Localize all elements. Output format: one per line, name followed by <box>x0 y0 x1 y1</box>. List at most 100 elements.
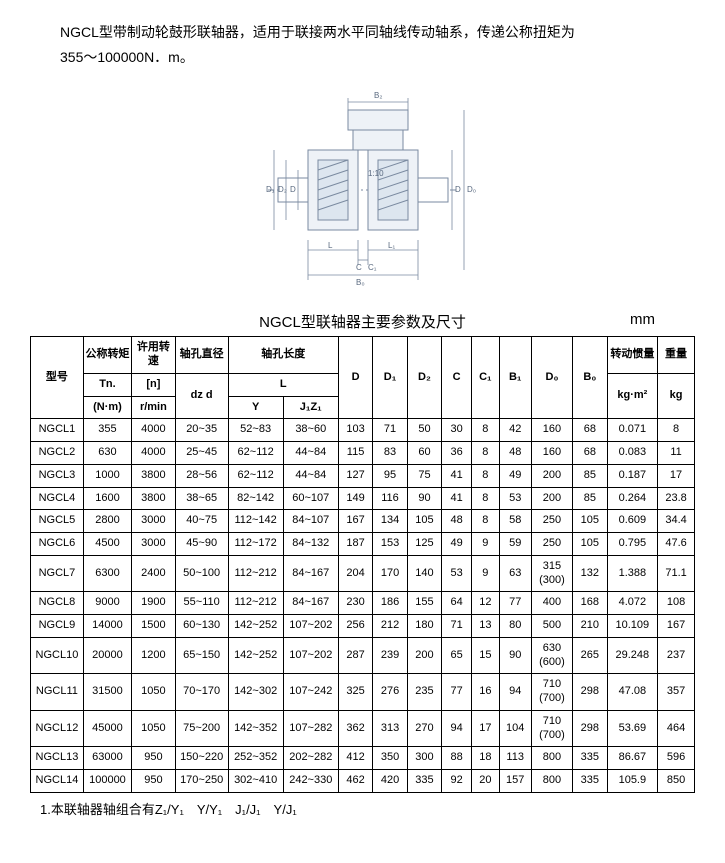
table-row: NGCL1355400020~3552~8338~601037150308421… <box>31 419 695 442</box>
cell-inertia: 29.248 <box>607 637 658 674</box>
table-body: NGCL1355400020~3552~8338~601037150308421… <box>31 419 695 793</box>
table-row: NGCL2630400025~4562~11244~84115836036848… <box>31 442 695 465</box>
cell-n: 950 <box>132 770 176 793</box>
cell-C: 41 <box>442 487 472 510</box>
cell-C: 71 <box>442 615 472 638</box>
cell-weight: 8 <box>658 419 695 442</box>
cell-inertia: 1.388 <box>607 555 658 592</box>
cell-B1: 63 <box>499 555 531 592</box>
cell-C: 88 <box>442 747 472 770</box>
cell-n: 3000 <box>132 533 176 556</box>
cell-weight: 23.8 <box>658 487 695 510</box>
cell-tn: 20000 <box>83 637 131 674</box>
cell-D2: 105 <box>407 510 441 533</box>
table-head: 型号 公称转矩 许用转速 轴孔直径 轴孔长度 D D₁ D₂ C C₁ B₁ D… <box>31 337 695 419</box>
cell-tn: 31500 <box>83 674 131 711</box>
cell-tn: 1600 <box>83 487 131 510</box>
cell-Y: 112~212 <box>228 592 283 615</box>
cell-D0: 500 <box>531 615 572 638</box>
cell-B0: 85 <box>573 464 607 487</box>
cell-B1: 80 <box>499 615 531 638</box>
cell-C1: 9 <box>472 555 500 592</box>
cell-J1Z1: 84~167 <box>283 555 338 592</box>
cell-B0: 132 <box>573 555 607 592</box>
cell-weight: 357 <box>658 674 695 711</box>
cell-J1Z1: 107~282 <box>283 710 338 747</box>
cell-D: 167 <box>338 510 372 533</box>
cell-B1: 113 <box>499 747 531 770</box>
cell-n: 3800 <box>132 464 176 487</box>
th-allow-speed: 许用转速 <box>132 337 176 374</box>
cell-tn: 1000 <box>83 464 131 487</box>
cell-dzd: 40~75 <box>175 510 228 533</box>
cell-C: 30 <box>442 419 472 442</box>
cell-B1: 48 <box>499 442 531 465</box>
cell-model: NGCL6 <box>31 533 84 556</box>
cell-D1: 71 <box>373 419 407 442</box>
cell-model: NGCL8 <box>31 592 84 615</box>
cell-inertia: 10.109 <box>607 615 658 638</box>
cell-Y: 142~302 <box>228 674 283 711</box>
th-C1: C₁ <box>472 337 500 419</box>
cell-n: 1500 <box>132 615 176 638</box>
cell-D2: 180 <box>407 615 441 638</box>
cell-Y: 142~252 <box>228 637 283 674</box>
cell-D2: 300 <box>407 747 441 770</box>
cell-D0: 710(700) <box>531 710 572 747</box>
th-model: 型号 <box>31 337 84 419</box>
cell-tn: 14000 <box>83 615 131 638</box>
cell-weight: 47.6 <box>658 533 695 556</box>
cell-weight: 17 <box>658 464 695 487</box>
cell-n: 3000 <box>132 510 176 533</box>
table-row: NGCL914000150060~130142~252107~202256212… <box>31 615 695 638</box>
cell-D2: 200 <box>407 637 441 674</box>
cell-D0: 200 <box>531 464 572 487</box>
cell-D0: 250 <box>531 533 572 556</box>
cell-B0: 68 <box>573 442 607 465</box>
cell-weight: 108 <box>658 592 695 615</box>
cell-C: 48 <box>442 510 472 533</box>
cell-D0: 800 <box>531 770 572 793</box>
cell-D1: 134 <box>373 510 407 533</box>
svg-text:D₁: D₁ <box>266 185 275 194</box>
table-title-row: NGCL型联轴器主要参数及尺寸 mm <box>30 311 695 332</box>
cell-Y: 112~142 <box>228 510 283 533</box>
th-J1Z1: J₁Z₁ <box>283 396 338 419</box>
svg-text:D₀: D₀ <box>467 185 476 194</box>
cell-C1: 17 <box>472 710 500 747</box>
cell-Y: 142~252 <box>228 615 283 638</box>
footnote: 1.本联轴器轴组合有Z₁/Y₁ Y/Y₁ J₁/J₁ Y/J₁ <box>30 799 695 818</box>
cell-dzd: 50~100 <box>175 555 228 592</box>
cell-B0: 298 <box>573 674 607 711</box>
cell-J1Z1: 84~132 <box>283 533 338 556</box>
cell-J1Z1: 107~242 <box>283 674 338 711</box>
cell-B1: 42 <box>499 419 531 442</box>
th-D1: D₁ <box>373 337 407 419</box>
params-table: 型号 公称转矩 许用转速 轴孔直径 轴孔长度 D D₁ D₂ C C₁ B₁ D… <box>30 336 695 793</box>
cell-J1Z1: 242~330 <box>283 770 338 793</box>
cell-B1: 58 <box>499 510 531 533</box>
cell-D1: 350 <box>373 747 407 770</box>
cell-inertia: 0.071 <box>607 419 658 442</box>
cell-B1: 94 <box>499 674 531 711</box>
cell-model: NGCL11 <box>31 674 84 711</box>
cell-Y: 52~83 <box>228 419 283 442</box>
cell-weight: 34.4 <box>658 510 695 533</box>
cell-C: 64 <box>442 592 472 615</box>
cell-B1: 49 <box>499 464 531 487</box>
cell-C1: 8 <box>472 442 500 465</box>
cell-B1: 77 <box>499 592 531 615</box>
table-row: NGCL1020000120065~150142~252107~20228723… <box>31 637 695 674</box>
cell-D2: 125 <box>407 533 441 556</box>
intro-text: NGCL型带制动轮鼓形联轴器，适用于联接两水平同轴线传动轴系，传递公称扭矩为 3… <box>30 20 695 70</box>
cell-C: 65 <box>442 637 472 674</box>
cell-inertia: 86.67 <box>607 747 658 770</box>
cell-D0: 160 <box>531 419 572 442</box>
cell-model: NGCL14 <box>31 770 84 793</box>
cell-n: 1900 <box>132 592 176 615</box>
cell-tn: 45000 <box>83 710 131 747</box>
cell-n: 950 <box>132 747 176 770</box>
cell-D1: 95 <box>373 464 407 487</box>
cell-B0: 85 <box>573 487 607 510</box>
cell-inertia: 0.609 <box>607 510 658 533</box>
